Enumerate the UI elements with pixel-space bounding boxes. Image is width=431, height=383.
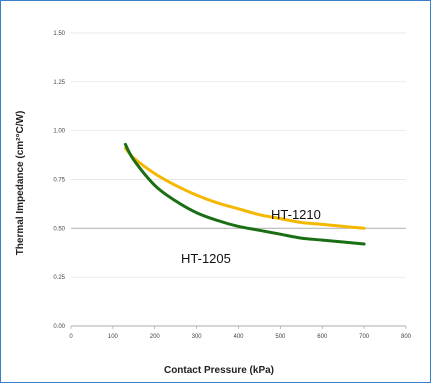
y-tick-label: 0.25 xyxy=(53,275,65,281)
x-tick-label: 700 xyxy=(359,334,370,340)
y-axis-title: Thermal Impedance (cm²°C/W) xyxy=(15,111,26,256)
x-tick-label: 0 xyxy=(69,334,73,340)
y-tick-label: 1.25 xyxy=(53,80,65,86)
y-tick-label: 1.00 xyxy=(53,129,65,135)
x-axis-title: Contact Pressure (kPa) xyxy=(164,365,274,376)
y-tick-label: 0.50 xyxy=(53,226,65,232)
series-line-ht-1205 xyxy=(123,142,366,246)
y-tick-label: 0.75 xyxy=(53,178,65,184)
label-layer: HT-1210 HT-1205 xyxy=(181,207,321,266)
axis-layer: 0.00 0.25 0.50 0.75 1.00 1.25 1.50 0 100 200 300 40… xyxy=(53,31,411,340)
series-line-ht-1210 xyxy=(123,146,366,230)
series-label-ht-1205: HT-1205 xyxy=(181,251,231,266)
y-tick-label: 0.00 xyxy=(53,324,65,330)
y-tick-label: 1.50 xyxy=(53,31,65,37)
x-tick-label: 600 xyxy=(317,334,328,340)
x-tick-label: 400 xyxy=(233,334,244,340)
grid-layer xyxy=(71,32,406,327)
x-tick-label: 200 xyxy=(150,334,161,340)
series-layer xyxy=(123,142,366,246)
x-tick-label: 100 xyxy=(108,334,119,340)
x-tick-label: 500 xyxy=(275,334,286,340)
x-tick-label: 300 xyxy=(192,334,203,340)
x-tick-label: 800 xyxy=(401,334,412,340)
series-label-ht-1210: HT-1210 xyxy=(271,207,321,222)
